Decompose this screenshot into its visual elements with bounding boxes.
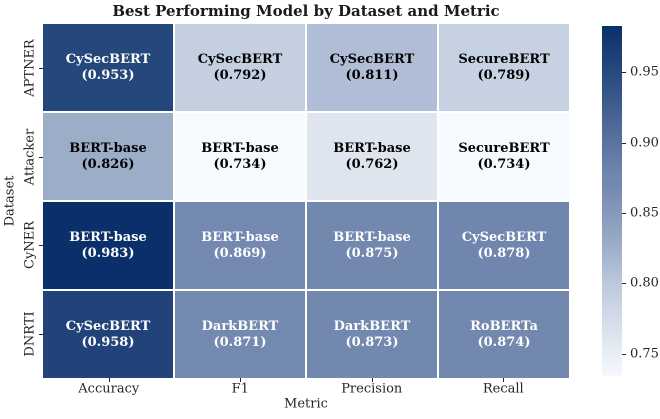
col-label-precision: Precision — [341, 381, 403, 397]
heatmap-cell-dnrti-accuracy: CySecBERT (0.958) — [43, 291, 173, 378]
cell-score: (0.811) — [345, 67, 399, 83]
cell-model-name: BERT-base — [201, 140, 279, 156]
cell-model-name: CySecBERT — [461, 229, 547, 245]
cell-model-name: RoBERTa — [470, 318, 538, 334]
row-label-dnrti: DNRTI — [22, 311, 38, 357]
cell-score: (0.875) — [345, 245, 399, 261]
cell-score: (0.873) — [345, 334, 399, 350]
cell-model-name: BERT-base — [69, 140, 147, 156]
colorbar-tick-label: 0.80 — [630, 275, 659, 291]
colorbar-tick — [622, 72, 626, 74]
colorbar-tick-label: 0.85 — [630, 205, 659, 221]
cell-score: (0.762) — [345, 156, 399, 172]
colorbar-tick — [622, 353, 626, 355]
heatmap-cell-aptner-f1: CySecBERT (0.792) — [175, 24, 305, 111]
cell-model-name: DarkBERT — [201, 318, 279, 334]
cell-score: (0.869) — [213, 245, 267, 261]
colorbar — [602, 26, 622, 376]
heatmap-cell-aptner-accuracy: CySecBERT (0.953) — [43, 24, 173, 111]
heatmap-cell-dnrti-f1: DarkBERT (0.871) — [175, 291, 305, 378]
cell-score: (0.878) — [477, 245, 531, 261]
heatmap-cell-attacker-f1: BERT-base (0.734) — [175, 113, 305, 200]
y-axis-tick — [39, 156, 43, 158]
heatmap-cell-aptner-recall: SecureBERT (0.789) — [439, 24, 569, 111]
cell-model-name: CySecBERT — [65, 318, 151, 334]
heatmap-grid: CySecBERT (0.953) CySecBERT (0.792) CySecBER… — [43, 24, 569, 378]
row-label-attacker: Attacker — [22, 128, 38, 185]
cell-score: (0.789) — [477, 67, 531, 83]
heatmap-cell-cyner-accuracy: BERT-base (0.983) — [43, 202, 173, 289]
colorbar-tick — [622, 212, 626, 214]
colorbar-tick — [622, 142, 626, 144]
x-axis-tick — [503, 378, 505, 382]
heatmap-cell-cyner-precision: BERT-base (0.875) — [307, 202, 437, 289]
heatmap-cell-cyner-recall: CySecBERT (0.878) — [439, 202, 569, 289]
row-label-aptner: APTNER — [22, 39, 38, 97]
chart-title: Best Performing Model by Dataset and Met… — [112, 2, 500, 20]
y-axis-tick — [39, 333, 43, 335]
cell-model-name: BERT-base — [69, 229, 147, 245]
x-axis-label: Metric — [284, 396, 328, 412]
cell-model-name: DarkBERT — [333, 318, 411, 334]
row-label-cyner: CyNER — [22, 221, 38, 270]
cell-model-name: BERT-base — [333, 140, 411, 156]
cell-model-name: SecureBERT — [458, 51, 550, 67]
colorbar-tick — [622, 283, 626, 285]
col-label-recall: Recall — [482, 381, 524, 397]
y-axis-tick — [39, 245, 43, 247]
cell-model-name: SecureBERT — [458, 140, 550, 156]
colorbar-tick-label: 0.95 — [630, 64, 659, 80]
heatmap-cell-dnrti-recall: RoBERTa (0.874) — [439, 291, 569, 378]
x-axis-tick — [240, 378, 242, 382]
heatmap-cell-attacker-recall: SecureBERT (0.734) — [439, 113, 569, 200]
cell-score: (0.734) — [477, 156, 531, 172]
x-axis-tick — [108, 378, 110, 382]
cell-model-name: CySecBERT — [65, 51, 151, 67]
cell-score: (0.953) — [81, 67, 135, 83]
heatmap-cell-attacker-accuracy: BERT-base (0.826) — [43, 113, 173, 200]
colorbar-tick-label: 0.90 — [630, 135, 659, 151]
cell-score: (0.874) — [477, 334, 531, 350]
x-axis-tick — [371, 378, 373, 382]
cell-score: (0.958) — [81, 334, 135, 350]
cell-model-name: CySecBERT — [197, 51, 283, 67]
cell-score: (0.983) — [81, 245, 135, 261]
heatmap-cell-dnrti-precision: DarkBERT (0.873) — [307, 291, 437, 378]
cell-score: (0.871) — [213, 334, 267, 350]
heatmap-cell-attacker-precision: BERT-base (0.762) — [307, 113, 437, 200]
heatmap-cell-cyner-f1: BERT-base (0.869) — [175, 202, 305, 289]
cell-model-name: BERT-base — [201, 229, 279, 245]
heatmap-cell-aptner-precision: CySecBERT (0.811) — [307, 24, 437, 111]
cell-model-name: BERT-base — [333, 229, 411, 245]
cell-score: (0.734) — [213, 156, 267, 172]
col-label-f1: F1 — [231, 381, 249, 397]
y-axis-tick — [39, 68, 43, 70]
cell-score: (0.792) — [213, 67, 267, 83]
y-axis-label: Dataset — [2, 175, 18, 227]
cell-score: (0.826) — [81, 156, 135, 172]
colorbar-tick-label: 0.75 — [630, 346, 659, 361]
cell-model-name: CySecBERT — [329, 51, 415, 67]
col-label-accuracy: Accuracy — [78, 381, 140, 397]
